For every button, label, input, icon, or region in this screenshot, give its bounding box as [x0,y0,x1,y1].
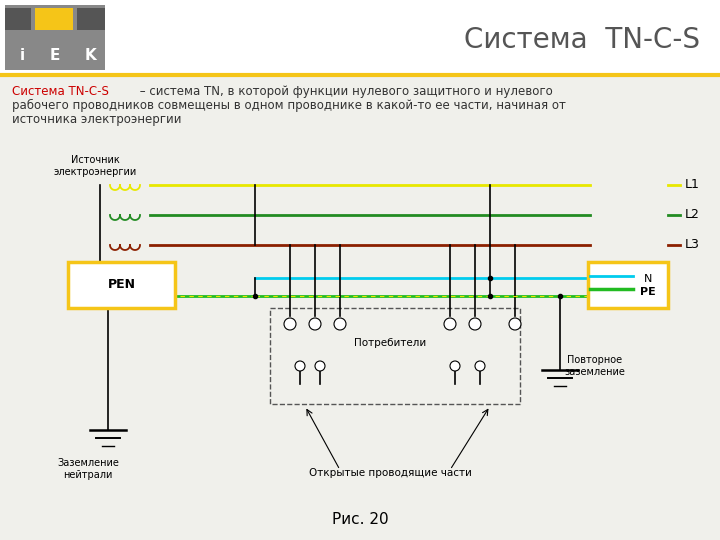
Text: Источник
электроэнергии: Источник электроэнергии [53,155,137,177]
Text: PE: PE [640,287,656,297]
Text: E: E [50,48,60,63]
Text: Рис. 20: Рис. 20 [332,512,388,528]
Circle shape [475,361,485,371]
Bar [5,5,105,70]
Circle shape [309,318,321,330]
Circle shape [509,318,521,330]
Bar [77,8,105,30]
Text: L3: L3 [685,239,700,252]
Circle shape [284,318,296,330]
Circle shape [295,361,305,371]
Circle shape [315,361,325,371]
Text: N: N [644,274,652,284]
Text: источника электроэнергии: источника электроэнергии [12,113,181,126]
Text: Повторное
заземление: Повторное заземление [564,355,626,376]
Bar [5,8,31,30]
Text: Система  TN-C-S: Система TN-C-S [464,26,700,54]
Text: Система TN-C-S: Система TN-C-S [12,85,109,98]
Text: Открытые проводящие части: Открытые проводящие части [309,468,472,478]
Circle shape [450,361,460,371]
Circle shape [469,318,481,330]
Bar [588,262,668,308]
Text: L2: L2 [685,208,700,221]
Text: K: K [85,48,97,63]
Circle shape [444,318,456,330]
Text: L1: L1 [685,179,700,192]
Bar [35,8,73,30]
Text: i: i [19,48,24,63]
Bar [68,262,175,308]
Text: Потребители: Потребители [354,338,426,348]
Circle shape [334,318,346,330]
Text: рабочего проводников совмещены в одном проводнике в какой-то ее части, начиная о: рабочего проводников совмещены в одном п… [12,99,566,112]
Text: Заземление
нейтрали: Заземление нейтрали [57,458,119,480]
Bar [270,308,520,404]
Text: PEN: PEN [107,279,135,292]
Bar [0,0,720,75]
Text: – система TN, в которой функции нулевого защитного и нулевого: – система TN, в которой функции нулевого… [136,85,553,98]
